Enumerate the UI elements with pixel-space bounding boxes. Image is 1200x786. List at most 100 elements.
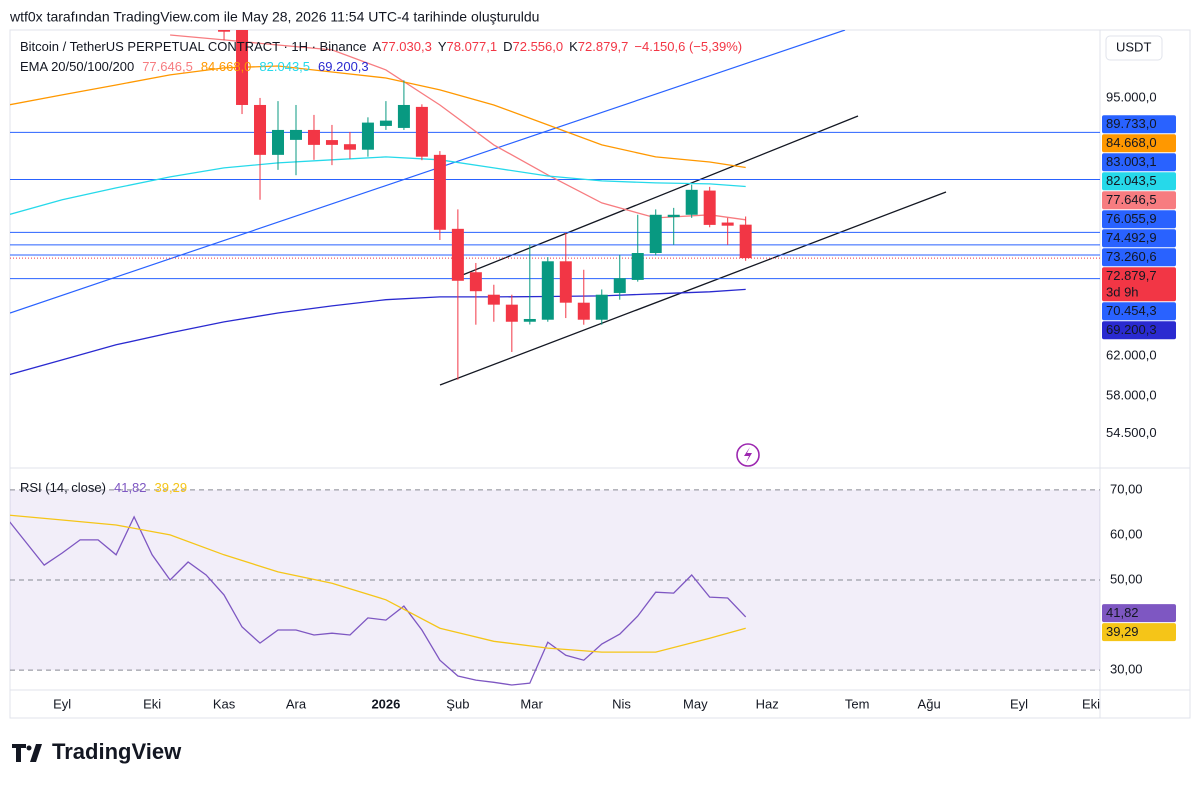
- price-tag: [1102, 604, 1176, 623]
- price-tag: [1102, 210, 1176, 229]
- candle-body: [379, 120, 392, 126]
- candle-body: [397, 104, 410, 128]
- x-tick-label: Nis: [612, 696, 631, 711]
- symbol: Bitcoin / TetherUS PERPETUAL CONTRACT · …: [20, 39, 367, 54]
- y-tick-label: 70,00: [1110, 481, 1143, 496]
- x-tick-label: Tem: [845, 696, 870, 711]
- candle-body: [218, 30, 231, 32]
- price-tag-label: 83.003,1: [1106, 154, 1157, 169]
- candle-body: [289, 129, 302, 140]
- alert-icon[interactable]: [736, 443, 760, 467]
- price-tag: [1102, 302, 1176, 321]
- rsi-title: RSI (14, close): [20, 480, 106, 495]
- price-tag-label: 74.492,9: [1106, 230, 1157, 245]
- candle-body: [415, 106, 428, 157]
- rsi-line: [10, 515, 747, 686]
- price-tag: [1102, 191, 1176, 210]
- channel-upper: [454, 115, 859, 279]
- currency-box[interactable]: [1105, 35, 1163, 61]
- candle-body: [595, 294, 608, 320]
- candle-body: [739, 224, 752, 259]
- ema-line: [10, 156, 746, 215]
- y-tick-label: 60,00: [1110, 526, 1143, 541]
- y-tick-label: 62.000,0: [1106, 347, 1157, 362]
- candle-body: [272, 129, 285, 155]
- candle-body: [361, 122, 374, 150]
- candle-body: [325, 140, 338, 145]
- indicator-label: EMA 20/50/100/200: [20, 59, 134, 74]
- ohlc-key: K: [569, 39, 578, 54]
- price-tag-label: 41,82: [1106, 605, 1139, 620]
- ema-legend: EMA 20/50/100/200 77.646,5 84.668,0 82.043,…: [20, 59, 369, 74]
- candle-body: [343, 144, 356, 150]
- ema-legend-value: 84.668,0: [201, 59, 252, 74]
- ema-legend-value: 82.043,5: [259, 59, 310, 74]
- channel-lower: [439, 191, 947, 386]
- y-tick-label: 30,00: [1110, 662, 1143, 677]
- x-tick-label: Ağu: [918, 696, 941, 711]
- price-tag-label: 72.879,7: [1106, 268, 1157, 283]
- rsi-pane: [10, 489, 1100, 686]
- x-tick-label: Şub: [446, 696, 469, 711]
- price-tag-label: 39,29: [1106, 624, 1139, 639]
- price-tag: [1102, 153, 1176, 172]
- ohlc-value: 77.030,3: [381, 39, 432, 54]
- candle-body: [559, 261, 572, 303]
- x-tick-label: May: [683, 696, 708, 711]
- ohlc-value: 78.077,1: [447, 39, 498, 54]
- price-tag: [1102, 115, 1176, 134]
- ohlc-key: A: [373, 39, 382, 54]
- x-tick-label: Eki: [143, 696, 161, 711]
- ohlc-value: 72.556,0: [513, 39, 564, 54]
- price-tag-label: 82.043,5: [1106, 173, 1157, 188]
- price-tag: [1102, 134, 1176, 153]
- price-tag: [1102, 172, 1176, 191]
- candle-body: [613, 278, 626, 293]
- x-tick-label: Haz: [756, 696, 779, 711]
- y-tick-label: 54.500,0: [1106, 425, 1157, 440]
- candle-body: [631, 253, 644, 280]
- candle-body: [433, 154, 446, 230]
- x-tick-label: Eyl: [53, 696, 71, 711]
- y-tick-label: 58.000,0: [1106, 388, 1157, 403]
- price-tag: [1102, 321, 1176, 340]
- price-tag-countdown: 3d 9h: [1106, 285, 1139, 300]
- price-pane: [10, 30, 1100, 386]
- price-tag: [1102, 267, 1176, 302]
- candle-body: [254, 104, 267, 155]
- logo-text: TradingView: [52, 739, 182, 764]
- logo: TradingView: [12, 739, 182, 764]
- candle-body: [577, 302, 590, 320]
- y-tick-label: 50,00: [1110, 571, 1143, 586]
- ema-line: [10, 288, 746, 376]
- ema-legend-value: 77.646,5: [142, 59, 193, 74]
- ema-legend-value: 69.200,3: [318, 59, 369, 74]
- candle-body: [649, 214, 662, 254]
- currency: USDT: [1116, 39, 1151, 54]
- price-tag-label: 73.260,6: [1106, 249, 1157, 264]
- candle-body: [667, 214, 680, 218]
- rsi-legend: RSI (14, close) 41,82 39,29: [20, 480, 187, 495]
- price-tag-label: 89.733,0: [1106, 116, 1157, 131]
- candle-body: [685, 189, 698, 215]
- candle-body: [505, 304, 518, 322]
- rsi-legend-value: 39,29: [155, 480, 188, 495]
- y-tick-label: 95.000,0: [1106, 89, 1157, 104]
- price-tag: [1102, 623, 1176, 642]
- ema-line: [170, 34, 746, 221]
- price-tag-label: 77.646,5: [1106, 192, 1157, 207]
- x-tick-label: Mar: [520, 696, 543, 711]
- candle-body: [487, 294, 500, 305]
- candle-body: [469, 272, 482, 292]
- price-tag-label: 84.668,0: [1106, 135, 1157, 150]
- x-tick-label: 2026: [371, 696, 400, 711]
- attribution: wtf0x tarafından TradingView.com ile May…: [9, 9, 539, 25]
- price-tag-label: 70.454,3: [1106, 303, 1157, 318]
- change: −4.150,6 (−5,39%): [634, 39, 742, 54]
- ema-line: [10, 65, 746, 169]
- candle-body: [451, 228, 464, 281]
- ohlc-value: 72.879,7: [578, 39, 629, 54]
- x-tick-label: Eki: [1082, 696, 1100, 711]
- x-tick-label: Kas: [213, 696, 236, 711]
- candle-body: [541, 261, 554, 320]
